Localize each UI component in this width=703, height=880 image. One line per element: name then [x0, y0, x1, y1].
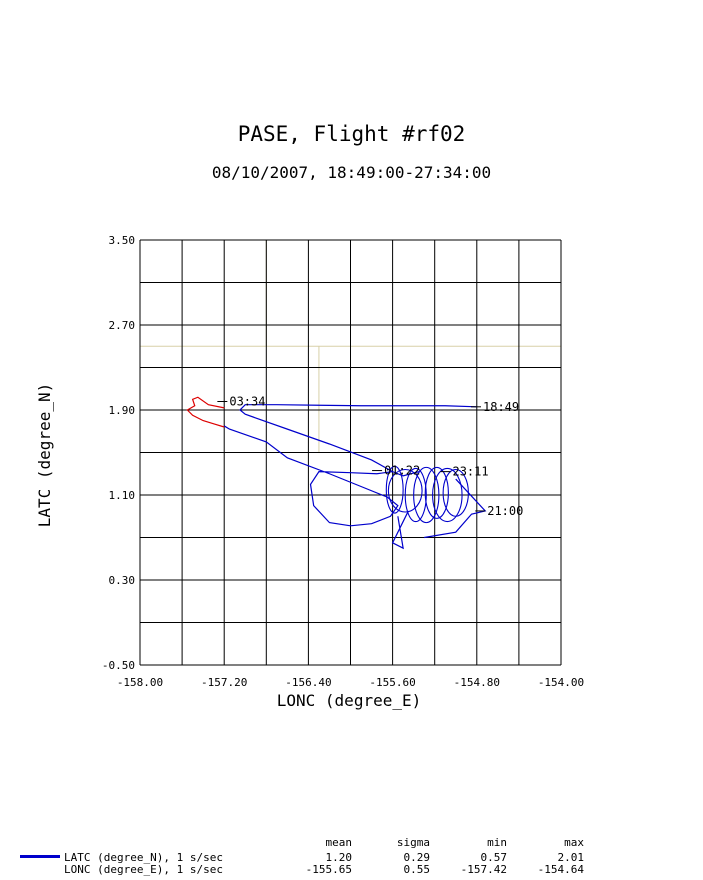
orbit-loop-2 [424, 466, 449, 519]
stat-latc-min: 0.57 [480, 851, 508, 864]
y-tick-label: -0.50 [102, 659, 135, 672]
stat-header-mean: mean [325, 836, 353, 849]
orbit-loop-5 [387, 468, 423, 513]
track-segment-drop [391, 510, 409, 550]
stat-lonc-sigma: 0.55 [403, 863, 431, 876]
chart-title: PASE, Flight #rf02 [237, 122, 466, 146]
time-annotation: 01:22 [384, 464, 420, 478]
x-tick-label: -154.80 [454, 676, 500, 689]
x-tick-label: -156.40 [285, 676, 331, 689]
orbit-loop-0 [404, 467, 427, 523]
track-segment-return [424, 478, 487, 539]
orbit-loop-4 [442, 468, 469, 517]
x-axis-label: LONC (degree_E) [277, 691, 422, 710]
time-annotation: 03:34 [229, 395, 265, 409]
orbit-loop-1 [413, 466, 440, 524]
stat-latc-max: 2.01 [557, 851, 585, 864]
stat-header-min: min [487, 836, 507, 849]
x-tick-label: -155.60 [369, 676, 415, 689]
y-axis-label: LATC (degree_N) [35, 383, 54, 528]
flight-track-plot: -158.00 -157.20 -156.40 -155.60 -154.80 -154.… [35, 234, 584, 710]
stat-header-max: max [564, 836, 584, 849]
y-tick-label: 1.10 [109, 489, 136, 502]
time-annotation: 21:00 [487, 504, 523, 518]
legend-swatch-latc [20, 855, 60, 858]
y-tick-label: 1.90 [109, 404, 136, 417]
orbit-loop-6 [385, 465, 404, 514]
time-annotation: 18:49 [483, 400, 519, 414]
time-annotation: 23:11 [452, 465, 488, 479]
x-tick-label: -158.00 [117, 676, 163, 689]
y-tick-label: 3.50 [109, 234, 136, 247]
track-segment-loop [223, 425, 399, 527]
y-tick-label: 0.30 [109, 574, 136, 587]
chart-subtitle: 08/10/2007, 18:49:00-27:34:00 [211, 163, 492, 182]
stat-lonc-min: -157.42 [460, 863, 507, 876]
track-segment-outbound [239, 404, 477, 477]
orbit-loop-3 [432, 467, 463, 523]
x-tick-label: -154.00 [538, 676, 584, 689]
legend-row-latc-label: LATC (degree_N), 1 s/sec [64, 851, 223, 864]
stat-latc-sigma: 0.29 [403, 851, 431, 864]
stat-lonc-max: -154.64 [537, 863, 584, 876]
legend-row-lonc-label: LONC (degree_E), 1 s/sec [64, 863, 223, 876]
stat-header-sigma: sigma [396, 836, 430, 849]
y-tick-label: 2.70 [109, 319, 136, 332]
stat-lonc-mean: -155.65 [305, 863, 352, 876]
track-segment-final [186, 396, 225, 428]
x-tick-label: -157.20 [201, 676, 247, 689]
stat-latc-mean: 1.20 [325, 851, 353, 864]
